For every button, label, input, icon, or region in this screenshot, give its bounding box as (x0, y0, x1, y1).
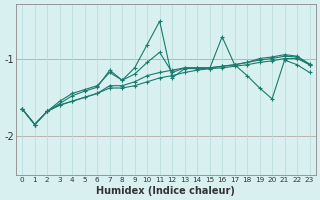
X-axis label: Humidex (Indice chaleur): Humidex (Indice chaleur) (96, 186, 235, 196)
